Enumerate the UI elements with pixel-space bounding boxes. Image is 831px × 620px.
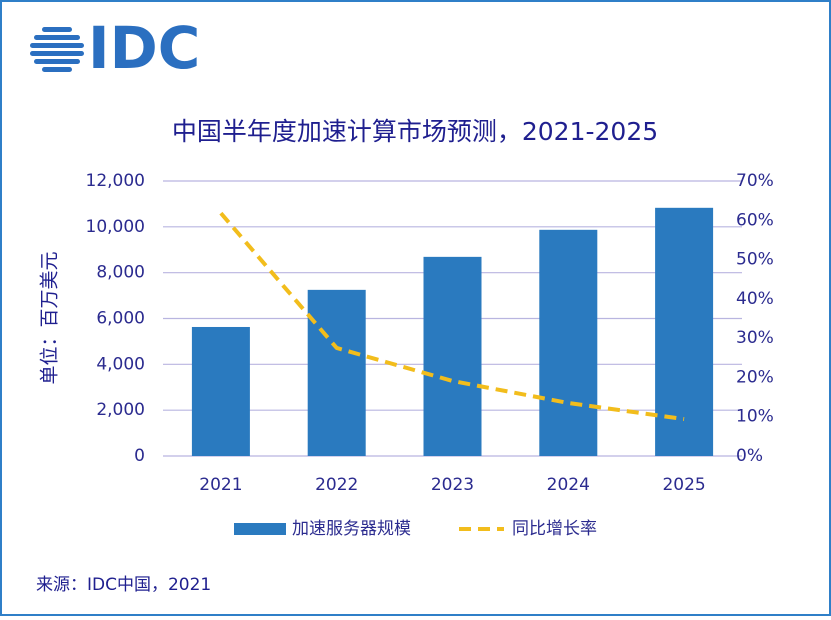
legend-label: 同比增长率 — [512, 519, 597, 539]
y2-tick-label: 20% — [736, 367, 774, 387]
chart-title: 中国半年度加速计算市场预测，2021-2025 — [172, 117, 658, 146]
x-tick-label: 2023 — [431, 475, 474, 495]
bar — [191, 326, 250, 456]
y-tick-label: 4,000 — [96, 354, 145, 374]
y2-tick-label: 50% — [736, 250, 774, 270]
y2-tick-label: 0% — [736, 446, 763, 466]
legend-label: 加速服务器规模 — [292, 519, 411, 539]
legend-swatch — [234, 523, 286, 535]
y2-tick-label: 60% — [736, 210, 774, 230]
y-tick-label: 10,000 — [86, 217, 145, 237]
bar — [539, 229, 598, 456]
logo-globe — [30, 27, 84, 72]
y2-tick-label: 30% — [736, 328, 774, 348]
bar — [423, 256, 482, 456]
line — [219, 211, 685, 422]
y2-tick-label: 10% — [736, 407, 774, 427]
bar — [307, 289, 366, 456]
y-tick-label: 12,000 — [86, 171, 145, 191]
source: 来源：IDC中国，2021 — [36, 575, 211, 595]
x-tick-label: 2025 — [662, 475, 705, 495]
y-tick-label: 2,000 — [96, 400, 145, 420]
logo-text: IDC — [88, 14, 200, 82]
x-tick-label: 2022 — [315, 475, 358, 495]
x-tick-label: 2024 — [547, 475, 590, 495]
y-tick-label: 6,000 — [96, 309, 145, 329]
y-axis-label: 单位：百万美元 — [39, 251, 61, 384]
y-tick-label: 0 — [134, 446, 145, 466]
y2-tick-label: 40% — [736, 289, 774, 309]
x-tick-label: 2021 — [199, 475, 242, 495]
y2-tick-label: 70% — [736, 171, 774, 191]
y-tick-label: 8,000 — [96, 263, 145, 283]
